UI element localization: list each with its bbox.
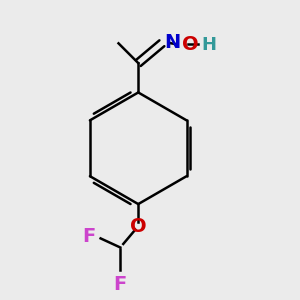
Text: H: H xyxy=(201,36,216,54)
Text: F: F xyxy=(114,275,127,294)
Text: O: O xyxy=(130,217,147,236)
Text: O: O xyxy=(182,35,199,54)
Text: N: N xyxy=(164,33,181,52)
Text: F: F xyxy=(82,227,95,246)
